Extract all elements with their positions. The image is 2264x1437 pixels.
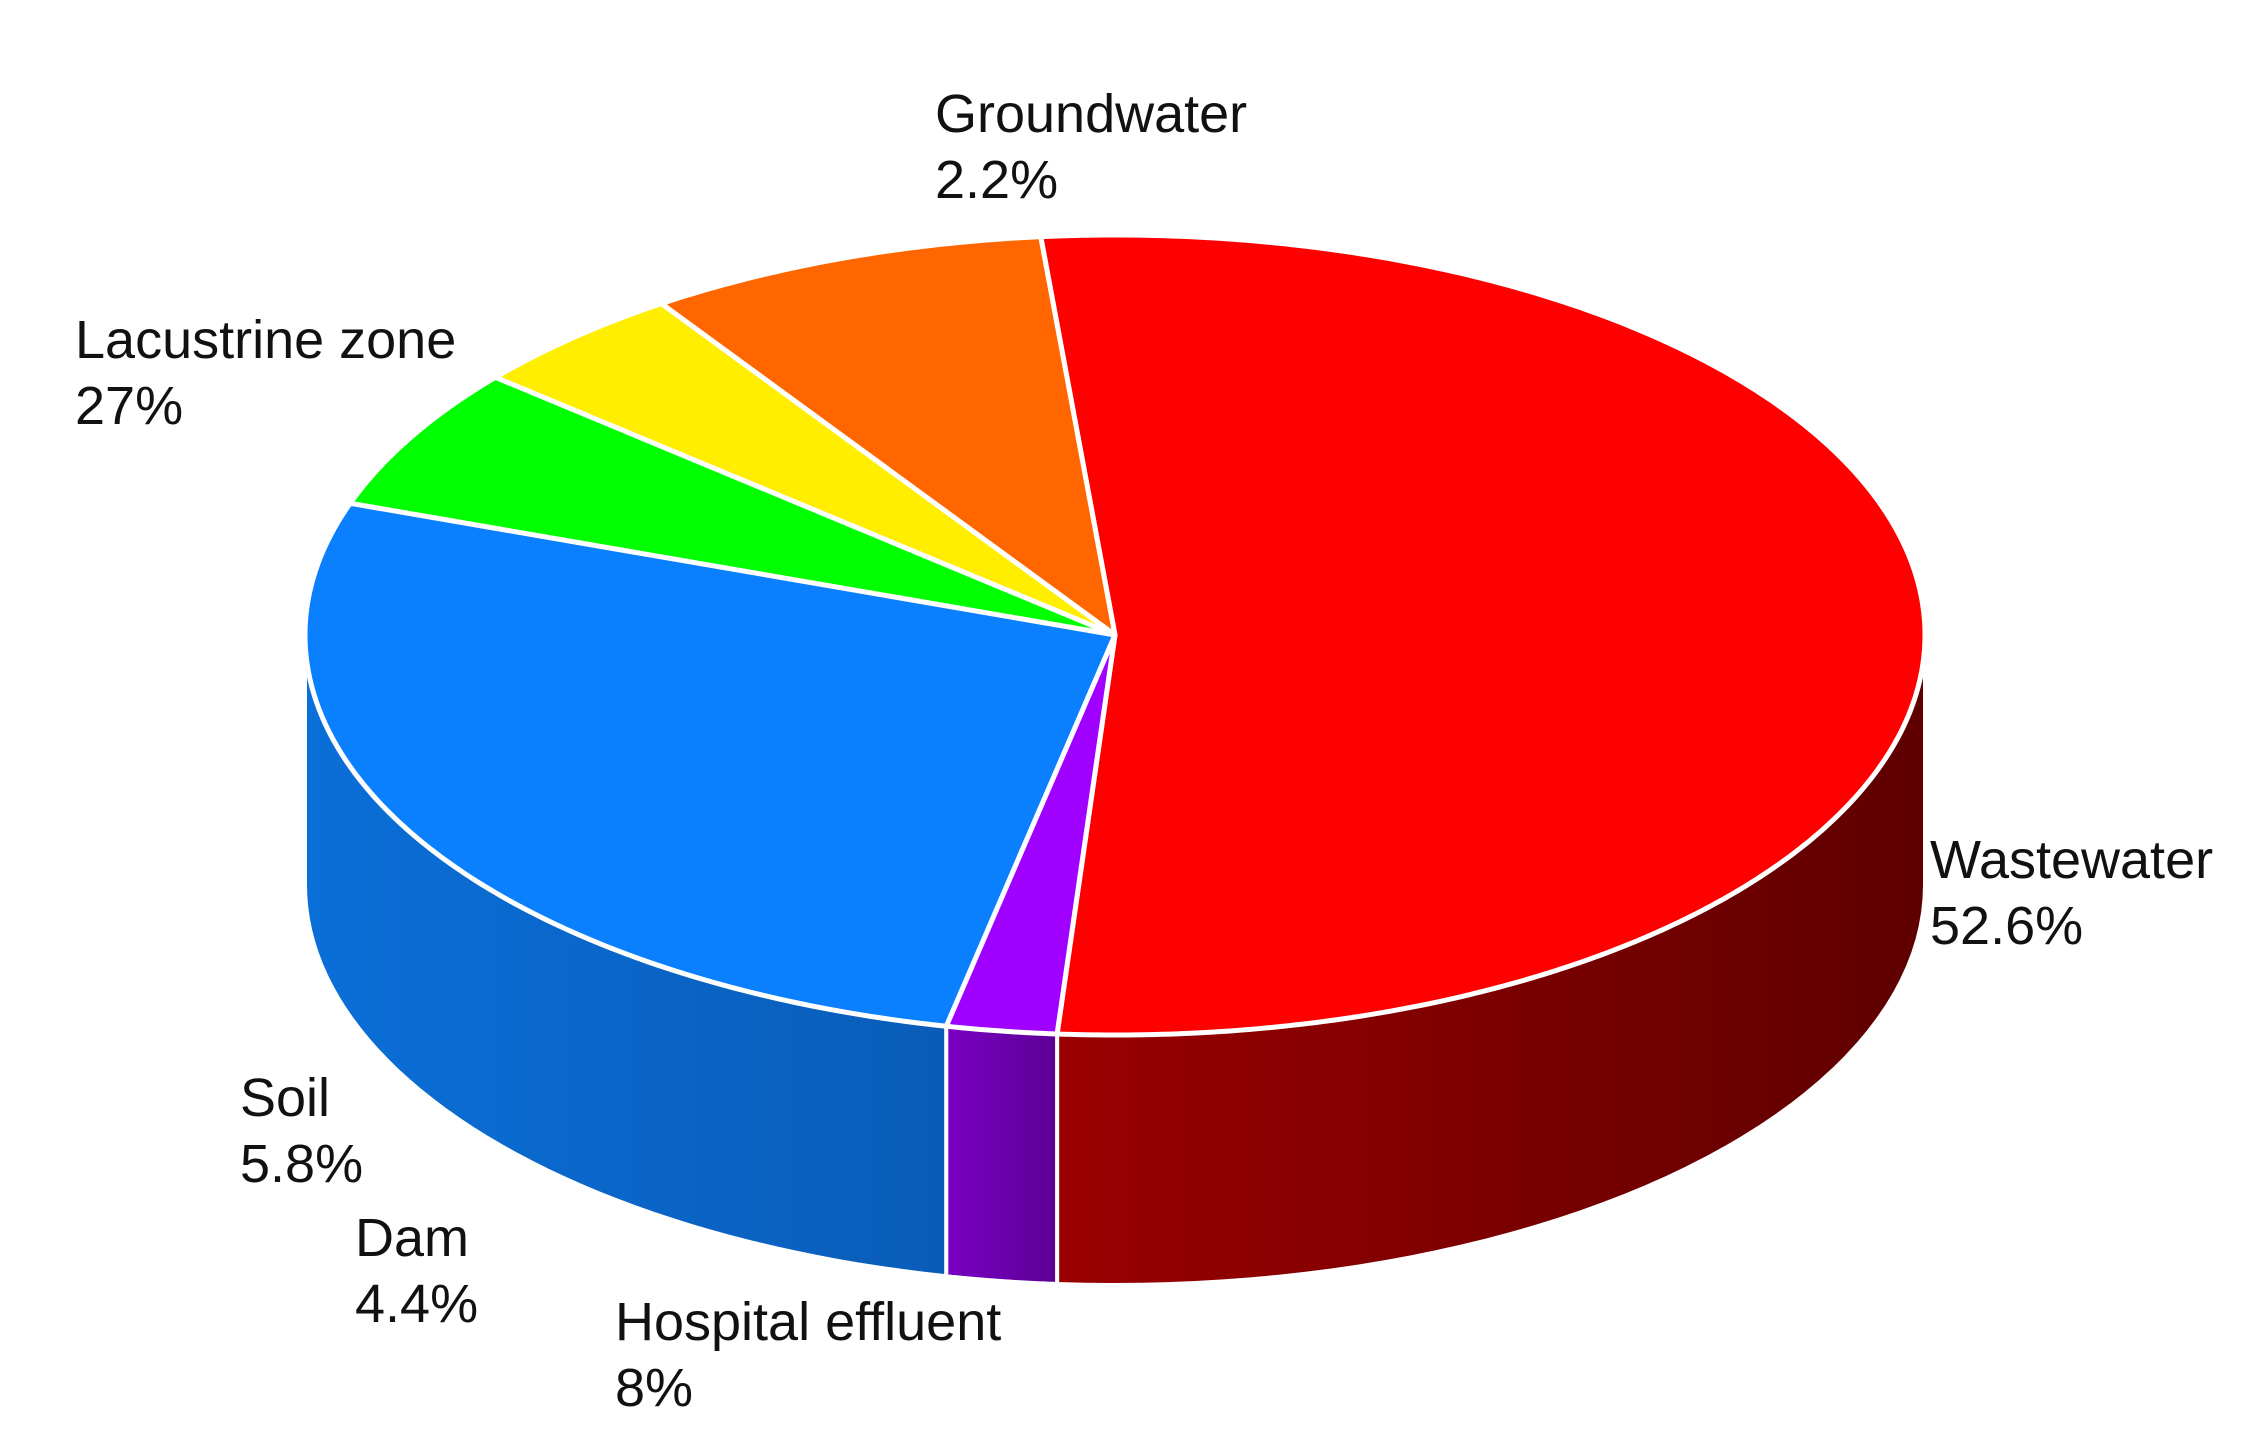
- slice-label-dam: Dam: [355, 1208, 469, 1268]
- slice-label-soil: Soil: [240, 1068, 330, 1128]
- pie-side-groundwater: [944, 1024, 1060, 1286]
- slice-percent-soil: 5.8%: [240, 1134, 363, 1194]
- slice-percent-wastewater: 52.6%: [1930, 896, 2083, 956]
- pie-slice-groundwater: [943, 632, 1118, 1037]
- pie-top: [302, 232, 1928, 1038]
- slice-percent-dam: 4.4%: [355, 1274, 478, 1334]
- pie-slice-lacustrine-zone: [302, 500, 1118, 1029]
- slice-label-groundwater: Groundwater: [935, 84, 1247, 144]
- pie-slice-hospital-effluent: [658, 234, 1118, 638]
- pie-slice-wastewater: [1038, 232, 1928, 1038]
- slice-label-wastewater: Wastewater: [1930, 830, 2213, 890]
- slice-percent-hospital-effluent: 8%: [615, 1358, 693, 1418]
- pie-slice-soil: [347, 374, 1118, 638]
- slice-label-lacustrine-zone: Lacustrine zone: [75, 310, 456, 370]
- slice-percent-lacustrine-zone: 27%: [75, 376, 183, 436]
- slice-percent-groundwater: 2.2%: [935, 150, 1058, 210]
- slice-label-hospital-effluent: Hospital effluent: [615, 1292, 1001, 1352]
- pie-slice-dam: [492, 301, 1118, 638]
